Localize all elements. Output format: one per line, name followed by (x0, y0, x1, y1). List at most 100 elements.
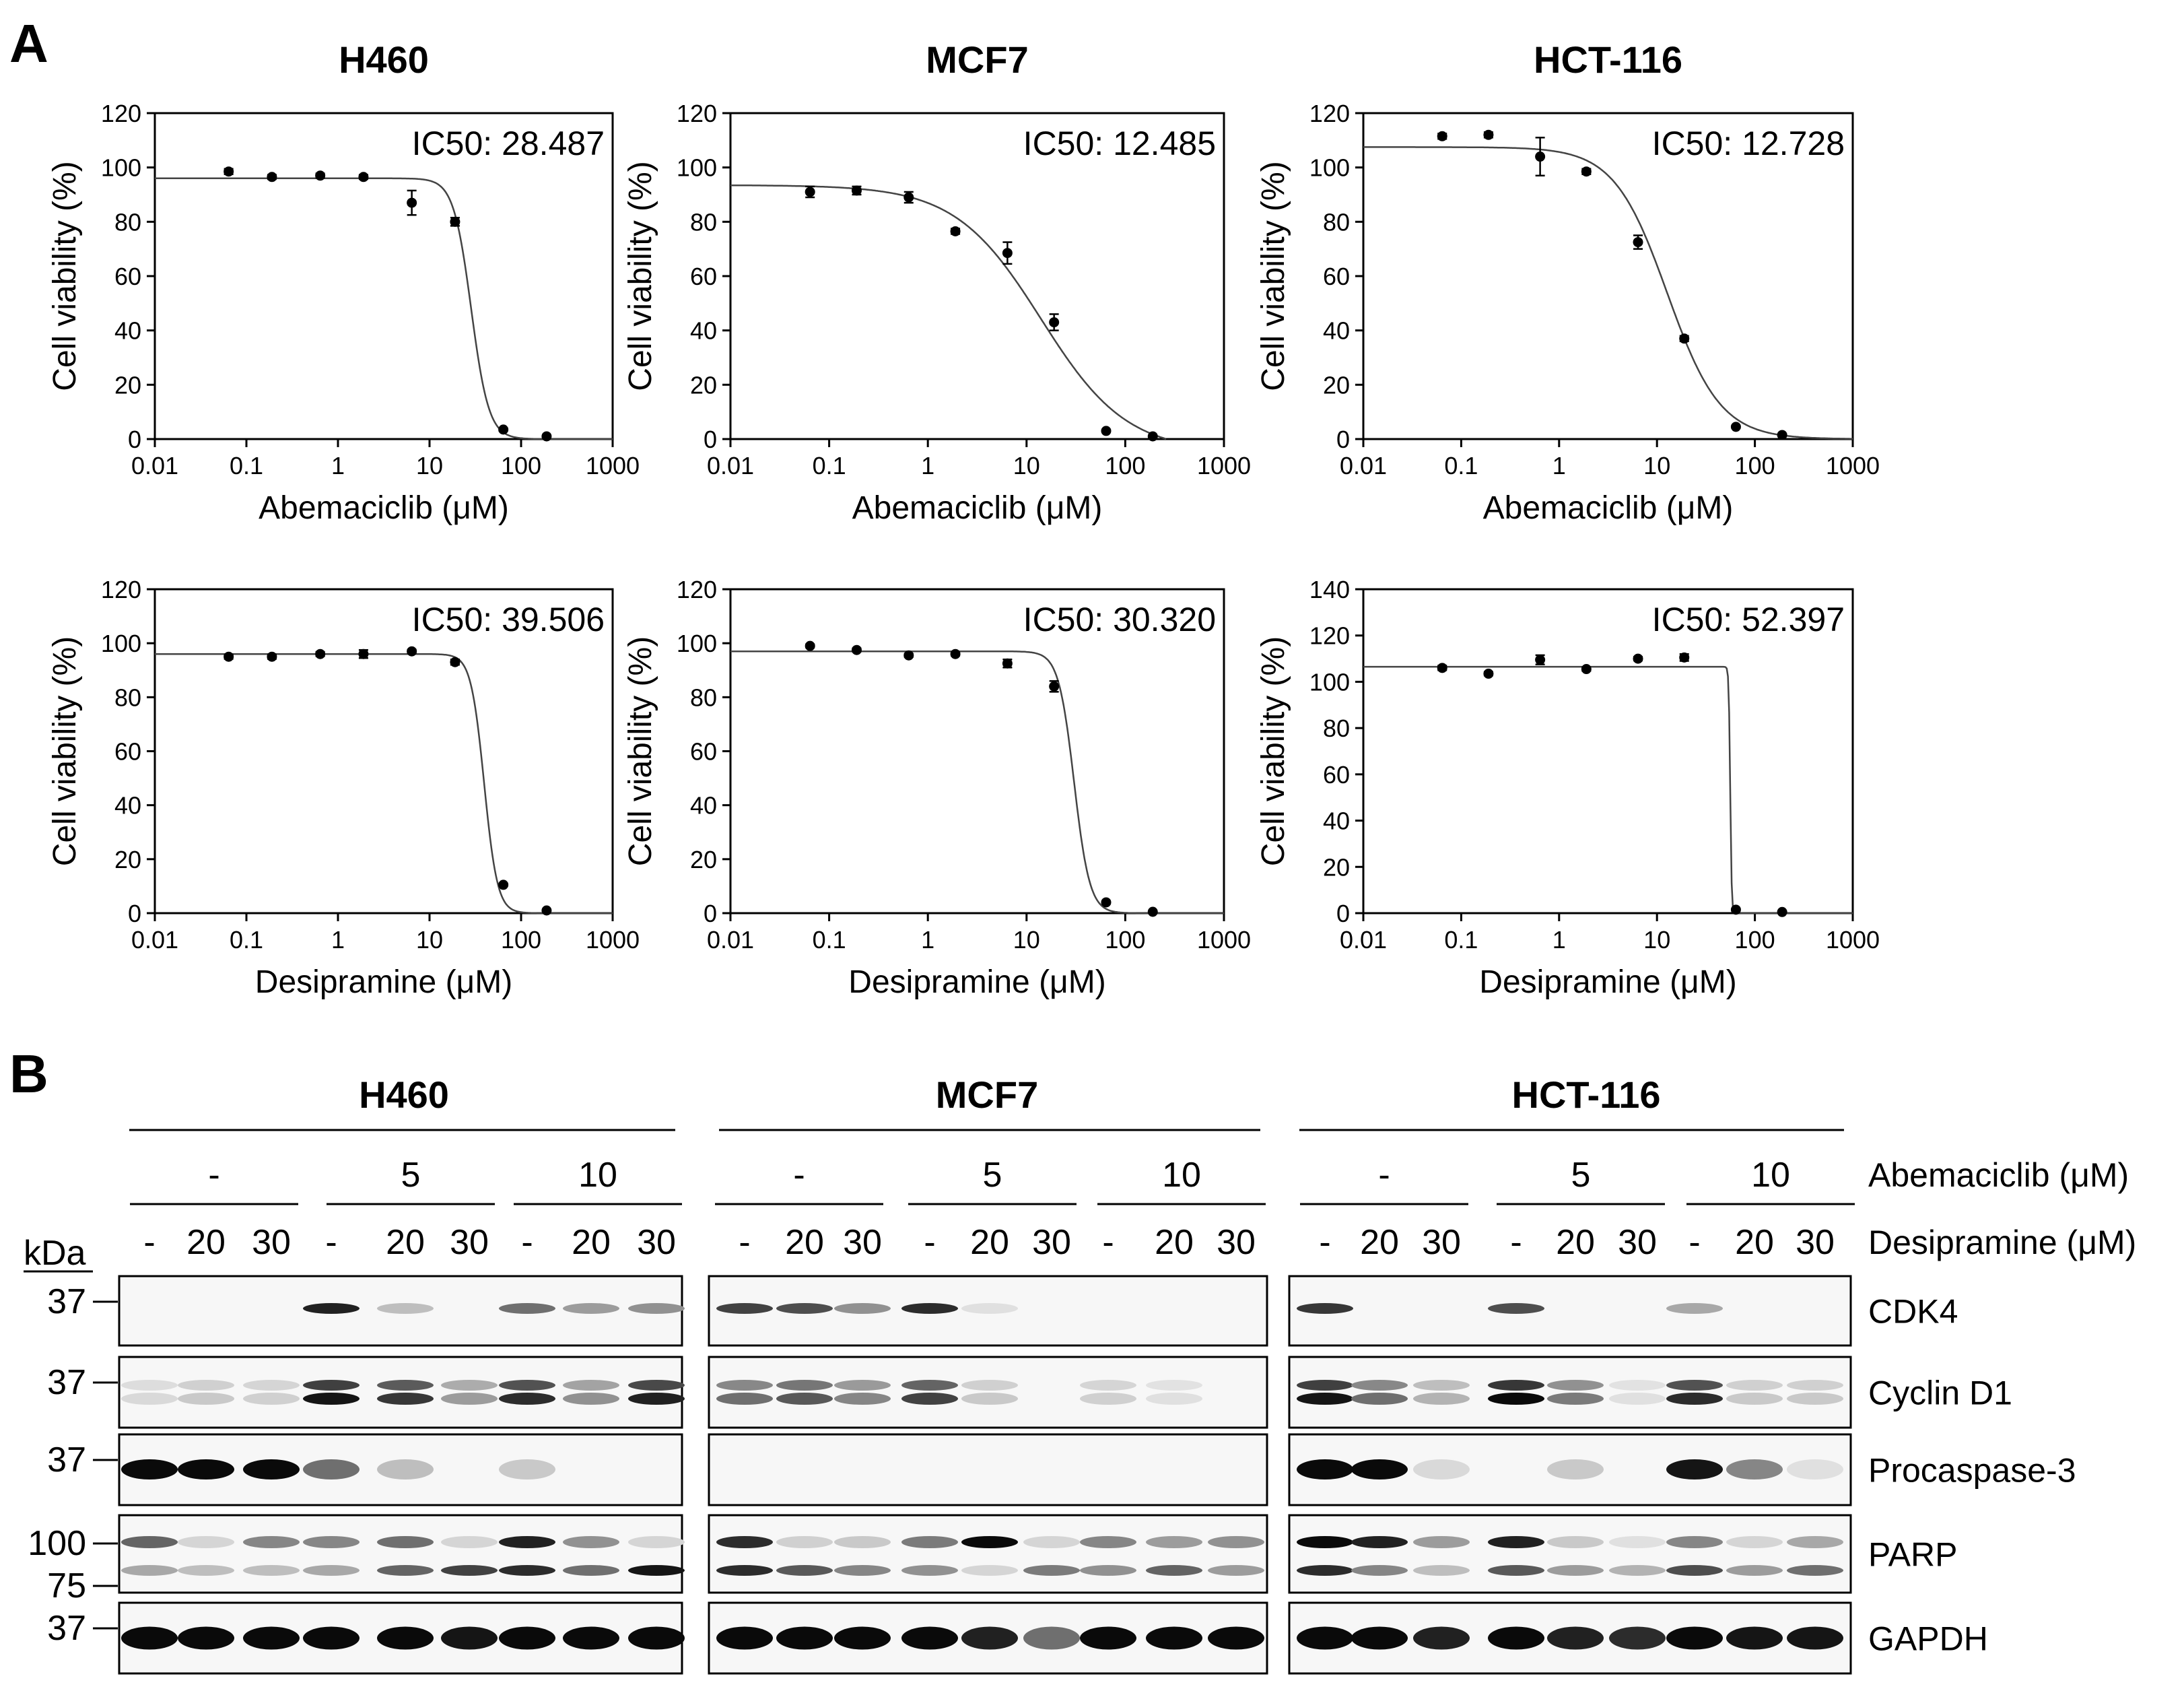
band (1666, 1459, 1723, 1480)
band (1208, 1536, 1264, 1548)
band (961, 1303, 1018, 1314)
data-point (1730, 422, 1741, 432)
band (1726, 1380, 1783, 1391)
y-axis-label: Cell viability (%) (623, 161, 658, 391)
data-point (903, 650, 914, 661)
band (377, 1459, 434, 1480)
data-point (1633, 237, 1643, 248)
blot-row-parp (118, 1514, 1852, 1594)
x-axis-label: Desipramine (μM) (1479, 964, 1736, 1000)
kda-marker-label: 37 (47, 1282, 86, 1321)
band (563, 1626, 619, 1650)
blot-protein-label: GAPDH (1868, 1620, 1988, 1658)
data-point (315, 170, 326, 181)
band (1080, 1380, 1136, 1391)
data-point (1777, 906, 1787, 917)
x-tick-label: 1 (921, 452, 934, 479)
group-title: HCT-116 (1512, 1073, 1661, 1116)
band (178, 1459, 234, 1480)
band (1208, 1626, 1264, 1650)
x-tick-label: 0.01 (707, 452, 754, 479)
y-tick-label: 120 (101, 576, 141, 603)
x-axis-label: Desipramine (μM) (255, 964, 512, 1000)
band (961, 1536, 1018, 1548)
chart-3: 0 20 40 60 80 100 120 0.01 0.1 1 10 100 1000 Desipram… (47, 576, 640, 1000)
data-point (1002, 248, 1013, 259)
band (1726, 1536, 1783, 1548)
band (1787, 1536, 1843, 1548)
chart-title: MCF7 (926, 38, 1028, 81)
band (499, 1626, 555, 1650)
x-tick-label: 1 (331, 452, 345, 479)
chart-0: 0 20 40 60 80 100 120 0.01 0.1 1 10 100 1000 H460 Abem… (47, 38, 640, 526)
desipramine-lane-label: 30 (843, 1223, 882, 1262)
y-axis-label: Cell viability (%) (1256, 161, 1291, 391)
y-tick-label: 60 (1323, 263, 1350, 290)
band (441, 1565, 498, 1576)
blot-frame (708, 1356, 1268, 1429)
chart-title: HCT-116 (1534, 38, 1682, 81)
band (1023, 1626, 1080, 1650)
blot-frame (118, 1356, 683, 1429)
y-tick-label: 80 (114, 208, 141, 236)
panel-label-b: B (9, 1044, 48, 1104)
data-point (1535, 655, 1546, 665)
data-point (358, 649, 369, 659)
band (121, 1459, 178, 1480)
y-tick-label: 140 (1309, 576, 1350, 603)
band (716, 1536, 773, 1548)
fit-curve (1363, 146, 1853, 440)
band (1297, 1565, 1353, 1576)
y-tick-label: 40 (690, 792, 717, 820)
abemaciclib-dose-label: - (1378, 1156, 1390, 1195)
band (1146, 1380, 1202, 1391)
data-point (805, 640, 815, 651)
y-tick-label: 0 (128, 900, 141, 927)
desipramine-lane-label: - (1102, 1223, 1114, 1262)
desipramine-lane-label: 30 (1796, 1223, 1835, 1262)
data-point (805, 187, 815, 197)
band (243, 1565, 300, 1576)
desipramine-lane-label: 20 (1556, 1223, 1595, 1262)
band (1488, 1565, 1544, 1576)
x-tick-label: 0.1 (1444, 926, 1478, 954)
data-point (1581, 166, 1592, 177)
band (1666, 1536, 1723, 1548)
y-tick-label: 40 (1323, 317, 1350, 345)
band (834, 1536, 891, 1548)
band (1787, 1459, 1843, 1480)
x-tick-label: 100 (1105, 452, 1145, 479)
data-point (1101, 426, 1112, 436)
blot-row-procaspase-3 (118, 1433, 1852, 1506)
fit-curve (155, 177, 613, 440)
band (1726, 1626, 1783, 1650)
y-tick-label: 100 (101, 154, 141, 182)
band (377, 1393, 434, 1405)
band (441, 1393, 498, 1405)
data-point (1679, 652, 1690, 663)
band (1351, 1459, 1408, 1480)
data-point (1147, 431, 1158, 442)
band (563, 1303, 619, 1314)
fit-curve (155, 653, 613, 915)
data-point (903, 192, 914, 203)
band (776, 1626, 833, 1650)
band (901, 1626, 958, 1650)
fit-curve (1363, 665, 1853, 915)
x-tick-label: 1 (1552, 926, 1566, 954)
y-tick-label: 60 (690, 738, 717, 766)
y-tick-label: 120 (677, 576, 717, 603)
band (1351, 1626, 1408, 1650)
band (178, 1393, 234, 1405)
band (901, 1536, 958, 1548)
x-tick-label: 1000 (586, 926, 640, 954)
band (178, 1536, 234, 1548)
desipramine-lane-label: - (325, 1223, 337, 1262)
x-tick-label: 0.1 (813, 926, 846, 954)
x-tick-label: 1000 (586, 452, 640, 479)
band (1488, 1626, 1544, 1650)
x-axis-label: Abemaciclib (μM) (259, 490, 509, 526)
band (121, 1626, 178, 1650)
band (121, 1536, 178, 1548)
